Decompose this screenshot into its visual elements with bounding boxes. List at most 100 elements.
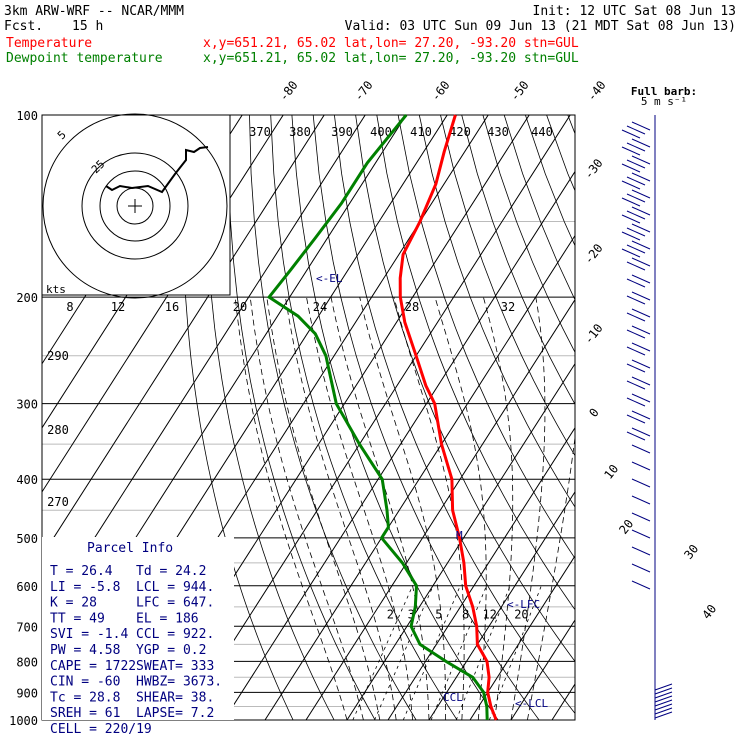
- dry-adiabat: [355, 115, 575, 663]
- pressure-tick-label: 700: [16, 620, 38, 634]
- wind-barb: [626, 329, 646, 339]
- barb-legend-title: Full barb:: [631, 85, 697, 98]
- moist-adiabat: [266, 297, 381, 720]
- barb-legend-unit: 5 m s⁻¹: [641, 95, 687, 108]
- dry-adiabat: [205, 115, 335, 720]
- isotherm-label: 0: [586, 406, 601, 420]
- parcel-info-title: Parcel Info: [87, 541, 173, 556]
- wind-barb: [631, 546, 651, 556]
- wind-barb: [626, 125, 646, 135]
- isotherm-label: 30: [681, 542, 701, 562]
- parcel-info-value: CELL = 220/19: [50, 722, 152, 737]
- isotherm-label: 20: [616, 517, 636, 537]
- theta-label: 280: [47, 423, 69, 437]
- moist-adiabat: [510, 297, 546, 720]
- dewpoint-series-line: [266, 114, 489, 721]
- wind-barb: [621, 163, 641, 173]
- isotherm-label: -40: [584, 78, 608, 104]
- init-time: Init: 12 UTC Sat 08 Jun 13: [533, 4, 737, 19]
- lcl-marker: <-LCL: [515, 697, 548, 710]
- plot-frame: [41, 114, 576, 721]
- hodograph-frame: [41, 114, 231, 296]
- wind-barb: [654, 683, 673, 691]
- pressure-tick-label: 600: [16, 580, 38, 594]
- wind-barb: [631, 240, 651, 250]
- parcel-info-value: SVI = -1.4: [50, 627, 128, 642]
- parcel-info-value: TT = 49: [50, 611, 105, 626]
- wind-barb: [626, 295, 646, 305]
- wind-barb: [626, 193, 646, 203]
- parcel-info-value: SREH = 61: [50, 706, 120, 721]
- moist-adiabat: [393, 296, 465, 720]
- wind-barb: [626, 159, 646, 169]
- wind-barb: [626, 261, 646, 271]
- parcel-info-value: SHEAR= 38.: [136, 690, 214, 705]
- wind-barb: [631, 257, 651, 267]
- wind-barb: [626, 210, 646, 220]
- wind-barb: [654, 703, 673, 711]
- moist-adiabat: [434, 296, 487, 720]
- moist-adiabat: [249, 297, 364, 720]
- pressure-tick-label: 300: [16, 398, 38, 412]
- dewpoint-location: x,y=651.21, 65.02 lat,lon= 27.20, -93.20…: [203, 51, 579, 66]
- pressure-tick-label: 900: [16, 686, 38, 700]
- theta-label: 270: [47, 495, 69, 509]
- wind-barb: [631, 342, 651, 352]
- mixing-ratio-label: 8: [462, 607, 469, 621]
- hodograph-kts-label: kts: [46, 283, 66, 296]
- wind-barb: [626, 312, 646, 322]
- pressure-axis: 100 200 300 400 500 600 700 800 900 1000: [9, 109, 38, 728]
- theta-labels: 370 380 390 400 410 420 430 440 290 280 270: [47, 125, 553, 509]
- parcel-info-value: HWBZ= 3673.: [136, 675, 222, 690]
- mixing-ratio-line: [488, 585, 542, 720]
- isotherm: [305, 298, 575, 720]
- theta-label: 370: [249, 125, 271, 139]
- wind-barb: [626, 397, 646, 407]
- wind-barb: [631, 121, 651, 131]
- wind-barb: [654, 711, 673, 719]
- wind-barb: [626, 346, 646, 356]
- pressure-tick-label: 100: [16, 109, 38, 123]
- dry-adiabat: [503, 115, 575, 301]
- speed-scale-label: 12: [111, 300, 125, 314]
- wind-barb: [631, 563, 651, 573]
- wind-barb: [631, 206, 651, 216]
- pressure-tick-label: 200: [16, 291, 38, 305]
- wind-barb: [626, 380, 646, 390]
- isotherm-label: -70: [351, 78, 375, 104]
- isotherm: [510, 619, 575, 720]
- hodograph-ring: [99, 170, 171, 242]
- wind-barb: [626, 176, 646, 186]
- pressure-tick-label: 800: [16, 655, 38, 669]
- dry-adiabat: [461, 115, 575, 406]
- ccl-marker: CCL: [443, 691, 463, 704]
- isotherm-label: -60: [428, 78, 452, 104]
- mixing-ratio-label: 5: [435, 607, 442, 621]
- parcel-info-value: LFC = 647.: [136, 596, 214, 611]
- parcel-info-value: LCL = 944.: [136, 580, 214, 595]
- wind-barb: [626, 363, 646, 373]
- wind-barb: [631, 172, 651, 182]
- wind-barb: [631, 410, 651, 420]
- parcel-info-value: CAPE = 1722: [50, 659, 136, 674]
- theta-label: 400: [370, 125, 392, 139]
- dry-adiabat: [418, 115, 575, 508]
- wind-barb: [631, 495, 651, 505]
- isotherm: [182, 115, 571, 720]
- isotherm-label: 40: [699, 602, 719, 622]
- wind-barb: [631, 308, 651, 318]
- speed-scale: 8 12 16 20 24 28 32: [66, 300, 515, 314]
- hodograph: 5 25 kts: [41, 113, 231, 299]
- parcel-info-value: Tc = 28.8: [50, 690, 120, 705]
- wind-barb: [631, 529, 651, 539]
- wind-barb: [626, 431, 646, 441]
- wind-barb: [654, 707, 673, 715]
- parcel-info-value: YGP = 0.2: [136, 643, 206, 658]
- parcel-info-value: Td = 24.2: [136, 564, 206, 579]
- el-marker: <-EL: [316, 272, 343, 285]
- speed-scale-label: 28: [405, 300, 419, 314]
- isotherm-label: -30: [581, 156, 605, 182]
- dry-adiabat: [334, 115, 575, 715]
- wind-barb: [631, 376, 651, 386]
